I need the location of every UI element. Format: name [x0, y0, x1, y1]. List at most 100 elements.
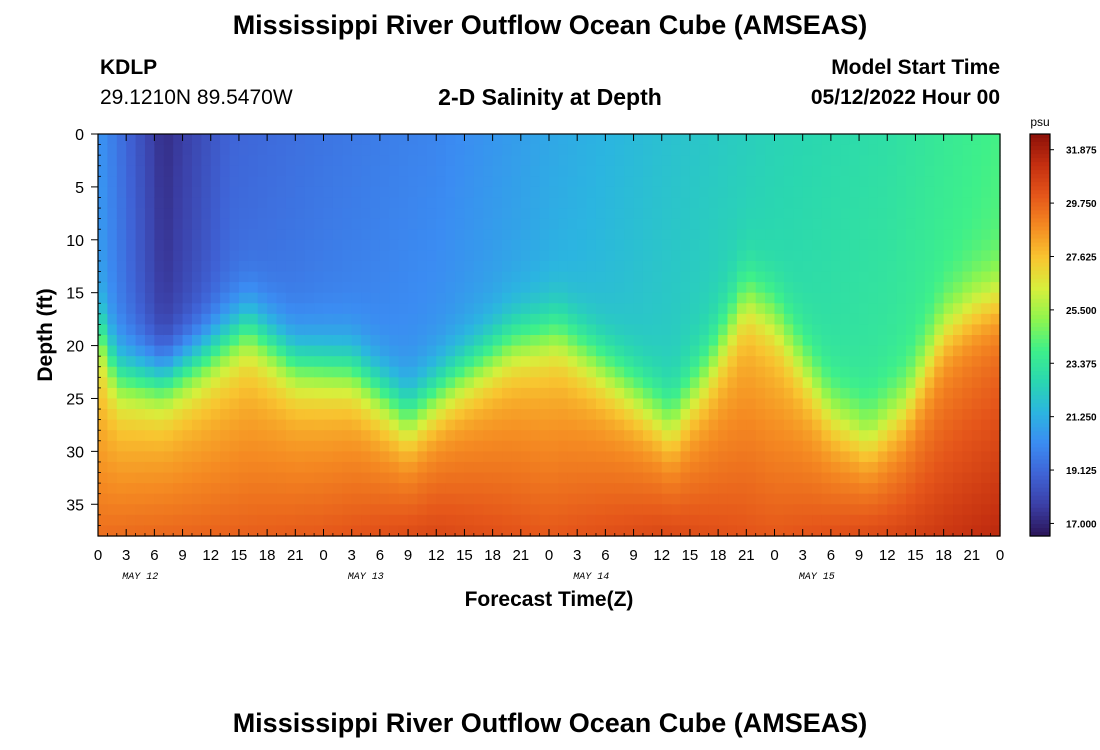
heatmap-cell: [257, 345, 268, 357]
heatmap-cell: [765, 260, 776, 273]
heatmap-cell: [718, 303, 729, 315]
heatmap-cell: [426, 387, 437, 400]
heatmap-cell: [361, 366, 372, 378]
heatmap-cell: [849, 345, 860, 357]
heatmap-cell: [821, 514, 832, 527]
heatmap-cell: [464, 260, 475, 273]
heatmap-cell: [793, 239, 804, 251]
heatmap-cell: [887, 324, 898, 336]
heatmap-cell: [906, 345, 917, 357]
heatmap-cell: [953, 504, 964, 516]
heatmap-cell: [107, 282, 118, 294]
heatmap-cell: [276, 229, 287, 241]
heatmap-cell: [332, 356, 343, 368]
heatmap-cell: [671, 335, 682, 347]
heatmap-cell: [671, 525, 682, 537]
heatmap-cell: [248, 218, 259, 230]
heatmap-cell: [173, 430, 184, 442]
heatmap-cell: [530, 229, 541, 241]
heatmap-cell: [971, 271, 982, 283]
heatmap-cell: [567, 366, 578, 378]
heatmap-cell: [821, 155, 832, 167]
heatmap-cell: [502, 155, 513, 167]
heatmap-cell: [577, 208, 588, 220]
heatmap-cell: [520, 356, 531, 368]
heatmap-cell: [370, 451, 381, 463]
heatmap-cell: [793, 366, 804, 378]
heatmap-cell: [981, 345, 992, 357]
heatmap-cell: [821, 165, 832, 177]
heatmap-cell: [840, 514, 851, 527]
heatmap-cell: [614, 239, 625, 251]
heatmap-cell: [436, 409, 447, 421]
heatmap-cell: [915, 134, 926, 146]
heatmap-cell: [689, 525, 700, 537]
heatmap-cell: [755, 430, 766, 442]
heatmap-cell: [652, 335, 663, 347]
heatmap-cell: [107, 260, 118, 273]
heatmap-cell: [229, 472, 240, 484]
heatmap-cell: [577, 186, 588, 199]
heatmap-cell: [774, 377, 785, 389]
heatmap-cell: [896, 218, 907, 230]
heatmap-cell: [483, 356, 494, 368]
heatmap-cell: [351, 134, 362, 146]
heatmap-cell: [483, 250, 494, 262]
heatmap-cell: [445, 356, 456, 368]
heatmap-cell: [248, 398, 259, 410]
heatmap-cell: [943, 155, 954, 167]
heatmap-cell: [755, 356, 766, 368]
heatmap-cell: [624, 155, 635, 167]
heatmap-cell: [689, 461, 700, 474]
heatmap-cell: [173, 292, 184, 304]
heatmap-cell: [595, 483, 606, 495]
heatmap-cell: [248, 356, 259, 368]
heatmap-cell: [567, 514, 578, 527]
heatmap-cell: [783, 197, 794, 209]
heatmap-cell: [689, 409, 700, 421]
heatmap-cell: [595, 197, 606, 209]
heatmap-cell: [304, 282, 315, 294]
heatmap-cell: [924, 197, 935, 209]
heatmap-cell: [840, 472, 851, 484]
heatmap-cell: [981, 292, 992, 304]
heatmap-cell: [276, 409, 287, 421]
heatmap-cell: [652, 472, 663, 484]
heatmap-cell: [191, 356, 202, 368]
heatmap-cell: [220, 250, 231, 262]
heatmap-cell: [332, 229, 343, 241]
heatmap-cell: [859, 472, 870, 484]
heatmap-cell: [595, 165, 606, 177]
heatmap-cell: [652, 493, 663, 505]
heatmap-cell: [135, 303, 146, 315]
heatmap-cell: [248, 186, 259, 199]
heatmap-cell: [868, 165, 879, 177]
heatmap-cell: [896, 430, 907, 442]
heatmap-cell: [257, 155, 268, 167]
colorbar-swatch: [1030, 150, 1050, 155]
heatmap-cell: [210, 335, 221, 347]
heatmap-cell: [558, 493, 569, 505]
heatmap-cell: [736, 155, 747, 167]
heatmap-cell: [163, 398, 174, 410]
heatmap-cell: [605, 313, 616, 326]
heatmap-cell: [426, 282, 437, 294]
heatmap-cell: [389, 155, 400, 167]
heatmap-cell: [426, 218, 437, 230]
heatmap-cell: [962, 134, 973, 146]
heatmap-cell: [379, 165, 390, 177]
heatmap-cell: [210, 155, 221, 167]
heatmap-cell: [182, 483, 193, 495]
heatmap-cell: [887, 525, 898, 537]
x-tick-label: 12: [653, 547, 670, 564]
heatmap-cell: [727, 419, 738, 431]
heatmap-cell: [727, 144, 738, 156]
heatmap-cell: [558, 250, 569, 262]
heatmap-cell: [633, 483, 644, 495]
heatmap-cell: [953, 282, 964, 294]
heatmap-cell: [398, 134, 409, 146]
heatmap-cell: [896, 504, 907, 516]
heatmap-cell: [511, 514, 522, 527]
heatmap-cell: [483, 271, 494, 283]
heatmap-cell: [361, 387, 372, 400]
